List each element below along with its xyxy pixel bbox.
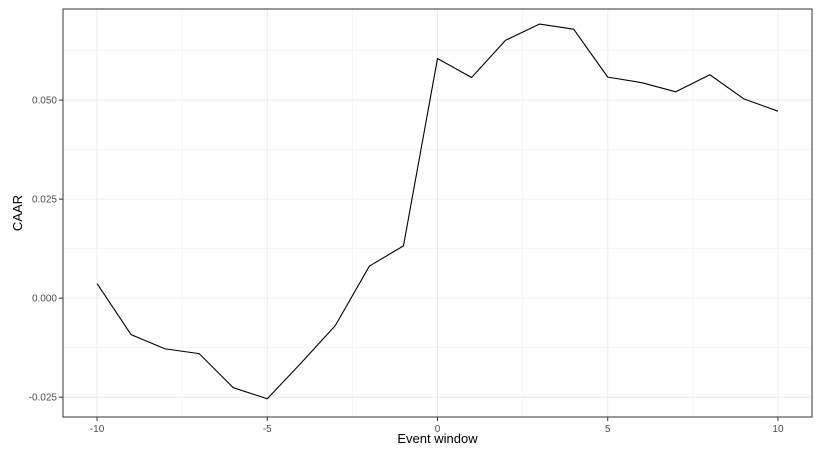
grid bbox=[63, 9, 812, 417]
x-axis-title: Event window bbox=[397, 431, 478, 446]
axis-tick-labels: -10 -5 0 5 10 -0.025 0.000 0.025 0.050 bbox=[29, 96, 784, 435]
y-axis-title: CAAR bbox=[10, 195, 25, 231]
series-layer bbox=[96, 23, 779, 400]
x-tick-label: 10 bbox=[772, 424, 784, 435]
x-tick-label: 0 bbox=[435, 424, 441, 435]
y-tick-label: -0.025 bbox=[29, 393, 58, 404]
x-tick-label: -5 bbox=[263, 424, 272, 435]
y-tick-label: 0.025 bbox=[32, 195, 57, 206]
y-tick-label: 0.000 bbox=[32, 294, 57, 305]
y-tick-label: 0.050 bbox=[32, 96, 57, 107]
x-tick-label: 5 bbox=[605, 424, 611, 435]
axis-ticks bbox=[59, 99, 779, 421]
caar-line bbox=[96, 23, 779, 400]
x-tick-label: -10 bbox=[90, 424, 105, 435]
